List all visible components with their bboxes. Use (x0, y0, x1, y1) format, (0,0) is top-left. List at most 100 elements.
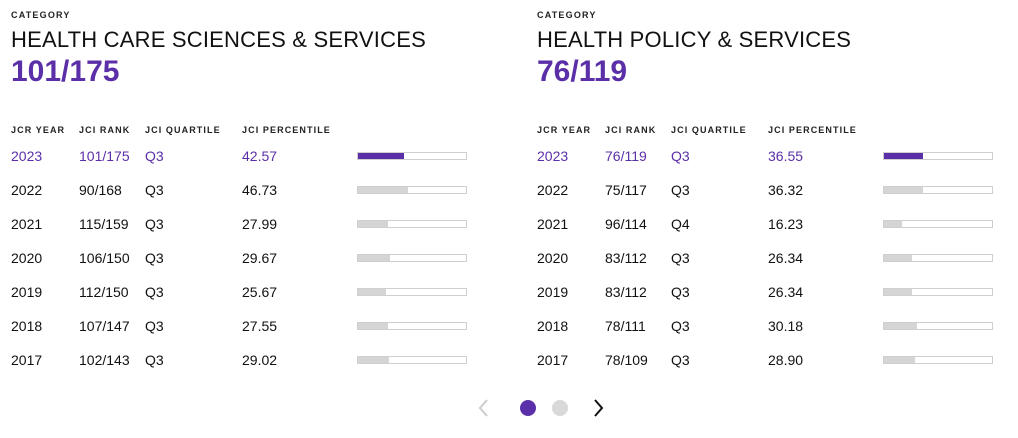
cell-quartile: Q3 (145, 352, 164, 368)
cell-rank: 83/112 (605, 284, 647, 300)
percentile-bar-fill (884, 187, 924, 193)
table-row: 2019 83/112 Q3 26.34 (537, 282, 1007, 302)
percentile-bar (883, 254, 993, 262)
cell-quartile: Q3 (145, 216, 164, 232)
percentile-bar (357, 186, 467, 194)
table-row: 2017 102/143 Q3 29.02 (11, 350, 481, 370)
header-jci-percentile: JCI PERCENTILE (242, 125, 331, 135)
cell-year: 2019 (537, 284, 569, 300)
percentile-bar-fill (884, 255, 913, 261)
category-rank: 101/175 (11, 55, 120, 88)
table-row: 2018 78/111 Q3 30.18 (537, 316, 1007, 336)
chevron-left-icon[interactable] (474, 396, 494, 420)
percentile-bar (883, 220, 993, 228)
cell-year: 2023 (11, 148, 43, 164)
header-jci-rank: JCI RANK (605, 125, 657, 135)
percentile-bar (357, 220, 467, 228)
header-jci-quartile: JCI QUARTILE (145, 125, 221, 135)
chevron-right-icon[interactable] (588, 396, 608, 420)
table-row: 2020 106/150 Q3 29.67 (11, 248, 481, 268)
category-label: CATEGORY (537, 10, 597, 20)
cell-year: 2022 (11, 182, 43, 198)
cell-percentile: 25.67 (242, 284, 278, 300)
percentile-bar-fill (358, 357, 390, 363)
header-jci-rank: JCI RANK (79, 125, 131, 135)
percentile-bar-fill (884, 221, 902, 227)
cell-year: 2017 (537, 352, 569, 368)
pager-dot-1[interactable] (520, 400, 536, 416)
percentile-bar (357, 356, 467, 364)
header-jcr-year: JCR YEAR (11, 125, 66, 135)
cell-rank: 115/159 (79, 216, 129, 232)
cell-quartile: Q3 (671, 148, 690, 164)
cell-percentile: 27.99 (242, 216, 278, 232)
cell-quartile: Q3 (145, 318, 164, 334)
percentile-bar-fill (884, 153, 924, 159)
cell-rank: 106/150 (79, 250, 130, 266)
cell-rank: 75/117 (605, 182, 647, 198)
cell-quartile: Q4 (671, 216, 690, 232)
cell-percentile: 36.32 (768, 182, 804, 198)
cell-quartile: Q3 (671, 182, 690, 198)
table-row: 2023 101/175 Q3 42.57 (11, 146, 481, 166)
percentile-bar-fill (358, 323, 388, 329)
cell-rank: 96/114 (605, 216, 647, 232)
percentile-bar (357, 152, 467, 160)
cell-rank: 76/119 (605, 148, 647, 164)
cell-percentile: 36.55 (768, 148, 804, 164)
carousel-pager (474, 396, 614, 420)
percentile-bar (883, 186, 993, 194)
cell-year: 2022 (537, 182, 569, 198)
percentile-bar (883, 152, 993, 160)
cell-year: 2018 (11, 318, 43, 334)
table-row: 2021 115/159 Q3 27.99 (11, 214, 481, 234)
category-rank: 76/119 (537, 55, 628, 88)
percentile-bar-fill (884, 357, 916, 363)
header-jci-quartile: JCI QUARTILE (671, 125, 747, 135)
cell-quartile: Q3 (671, 352, 690, 368)
cell-quartile: Q3 (145, 284, 164, 300)
table-row: 2022 90/168 Q3 46.73 (11, 180, 481, 200)
table-row: 2019 112/150 Q3 25.67 (11, 282, 481, 302)
cell-rank: 102/143 (79, 352, 130, 368)
table-row: 2021 96/114 Q4 16.23 (537, 214, 1007, 234)
cell-percentile: 29.02 (242, 352, 278, 368)
category-name: HEALTH CARE SCIENCES & SERVICES (11, 27, 426, 52)
header-jcr-year: JCR YEAR (537, 125, 592, 135)
table-row: 2023 76/119 Q3 36.55 (537, 146, 1007, 166)
cell-quartile: Q3 (145, 182, 164, 198)
cell-quartile: Q3 (145, 250, 164, 266)
percentile-bar-fill (358, 289, 386, 295)
header-jci-percentile: JCI PERCENTILE (768, 125, 857, 135)
percentile-bar (357, 288, 467, 296)
cell-rank: 78/111 (605, 318, 646, 334)
cell-quartile: Q3 (671, 284, 690, 300)
cell-percentile: 28.90 (768, 352, 804, 368)
cell-percentile: 16.23 (768, 216, 804, 232)
percentile-bar-fill (358, 255, 391, 261)
cell-year: 2020 (537, 250, 569, 266)
cell-rank: 101/175 (79, 148, 130, 164)
cell-percentile: 27.55 (242, 318, 278, 334)
cell-rank: 90/168 (79, 182, 122, 198)
percentile-bar (883, 356, 993, 364)
pager-dot-2[interactable] (552, 400, 568, 416)
cell-percentile: 26.34 (768, 250, 804, 266)
table-row: 2020 83/112 Q3 26.34 (537, 248, 1007, 268)
percentile-bar-fill (358, 153, 404, 159)
table-row: 2022 75/117 Q3 36.32 (537, 180, 1007, 200)
cell-year: 2020 (11, 250, 43, 266)
table-row: 2017 78/109 Q3 28.90 (537, 350, 1007, 370)
cell-percentile: 46.73 (242, 182, 278, 198)
cell-year: 2017 (11, 352, 43, 368)
percentile-bar (357, 322, 467, 330)
cell-year: 2019 (11, 284, 43, 300)
cell-quartile: Q3 (671, 318, 690, 334)
cell-percentile: 30.18 (768, 318, 804, 334)
cell-percentile: 42.57 (242, 148, 278, 164)
percentile-bar (883, 288, 993, 296)
cell-quartile: Q3 (671, 250, 690, 266)
percentile-bar-fill (358, 187, 409, 193)
cell-year: 2023 (537, 148, 569, 164)
percentile-bar (357, 254, 467, 262)
